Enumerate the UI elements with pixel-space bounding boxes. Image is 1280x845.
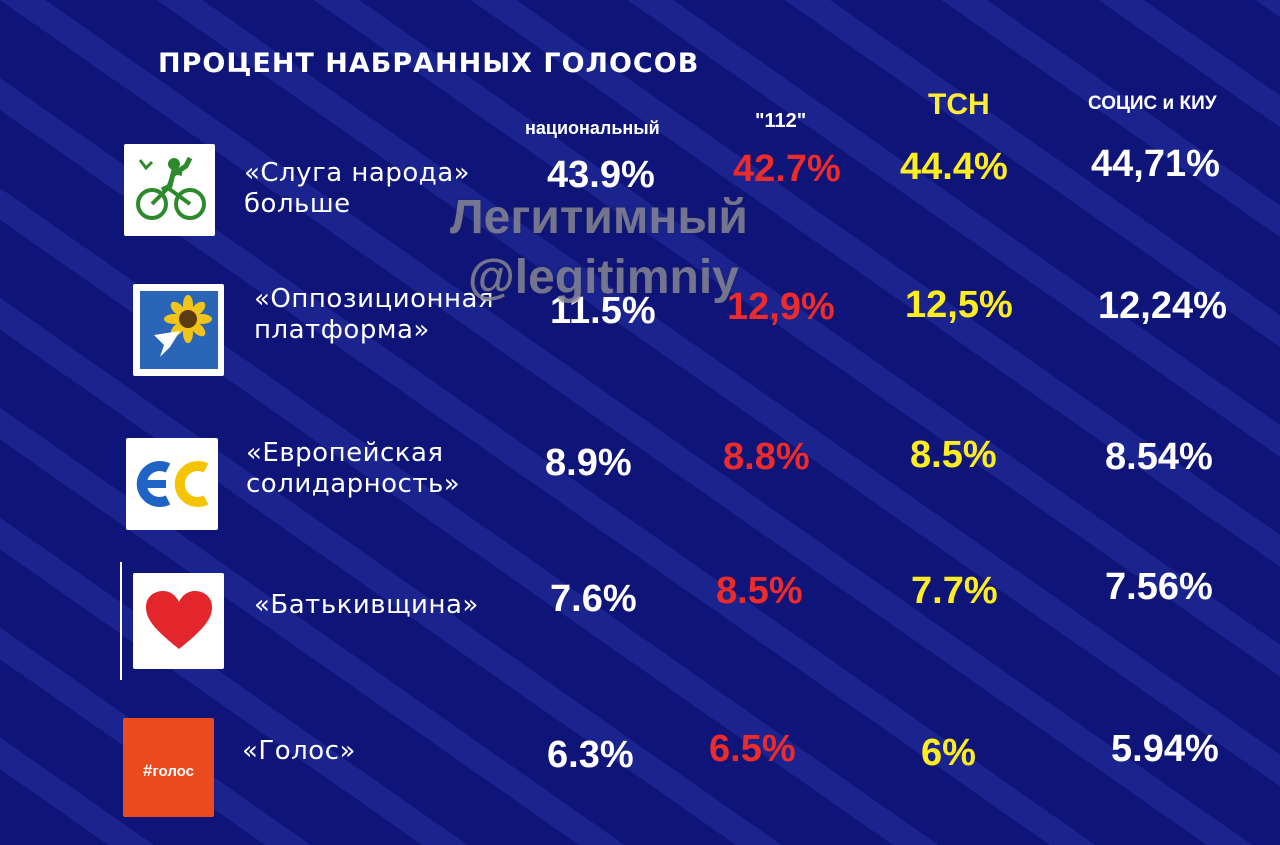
column-header-socis: СОЦИС и КИУ: [1088, 93, 1217, 114]
value-112: 6.5%: [709, 728, 796, 770]
value-national: 11.5%: [550, 290, 656, 332]
es-logo-icon: [136, 461, 209, 507]
sluga-naroda-logo: [124, 144, 215, 236]
value-112: 8.5%: [716, 570, 803, 612]
value-national: 8.9%: [545, 442, 632, 484]
cyclist-icon: [135, 156, 206, 220]
golos-logo: #голос: [123, 718, 214, 817]
hash-icon: #: [143, 760, 153, 780]
value-socis: 8.54%: [1105, 436, 1213, 478]
value-112: 42.7%: [733, 148, 841, 190]
value-tsn: 8.5%: [910, 434, 997, 476]
sunflower-dove-icon: [153, 295, 212, 357]
value-tsn: 6%: [921, 732, 976, 774]
value-112: 12,9%: [727, 286, 835, 328]
heart-icon: [145, 591, 212, 649]
value-socis: 5.94%: [1111, 728, 1219, 770]
golos-logo-text: голос: [152, 762, 194, 780]
watermark-handle: @legitimniy: [468, 251, 739, 304]
opposition-platform-logo: [133, 284, 224, 376]
value-tsn: 12,5%: [905, 284, 1013, 326]
divider: [120, 562, 122, 680]
value-socis: 7.56%: [1105, 566, 1213, 608]
value-socis: 44,71%: [1091, 143, 1220, 185]
column-header-112: "112": [755, 110, 807, 132]
value-national: 7.6%: [550, 578, 637, 620]
page-title: ПРОЦЕНТ НАБРАННЫХ ГОЛОСОВ: [158, 48, 700, 79]
value-tsn: 7.7%: [911, 570, 998, 612]
batkivshchyna-logo: [133, 573, 224, 669]
value-112: 8.8%: [723, 436, 810, 478]
value-national: 6.3%: [547, 734, 634, 776]
value-tsn: 44.4%: [900, 146, 1008, 188]
column-header-national: национальный: [525, 118, 660, 138]
party-name: «Европейская солидарность»: [246, 438, 461, 499]
party-name: «Батькивщина»: [254, 590, 479, 620]
column-header-tsn: ТСН: [928, 88, 990, 121]
value-socis: 12,24%: [1098, 285, 1227, 327]
value-national: 43.9%: [547, 154, 655, 196]
party-name: «Оппозиционная платформа»: [254, 284, 495, 345]
party-name: «Слуга народа» больше: [244, 158, 471, 219]
party-name: «Голос»: [242, 736, 356, 766]
european-solidarity-logo: [126, 438, 218, 530]
watermark-title: Легитимный: [450, 191, 748, 244]
